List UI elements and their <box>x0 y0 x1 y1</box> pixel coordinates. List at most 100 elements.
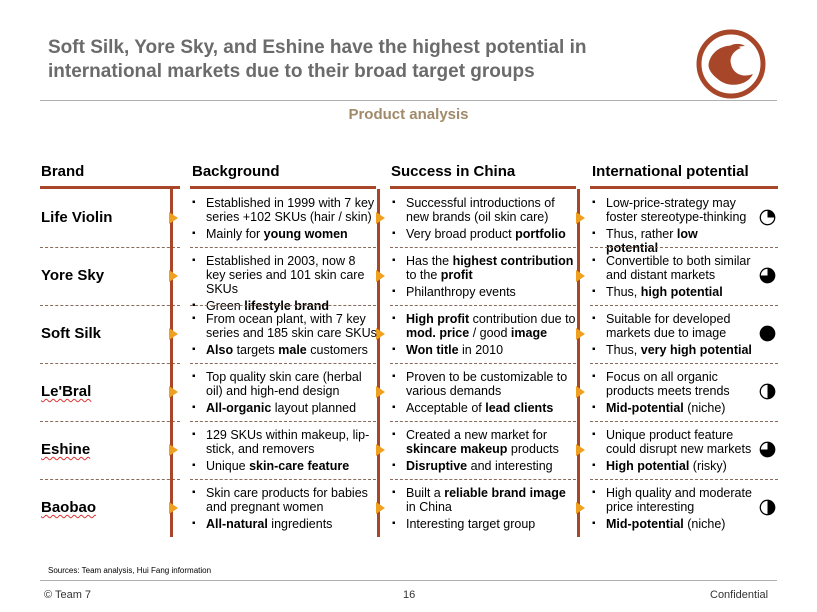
arrow-after-china <box>576 270 585 282</box>
intl-cell: Low-price-strategy may foster stereotype… <box>592 196 752 255</box>
china-cell: Proven to be customizable to various dem… <box>392 370 577 415</box>
bullet-item: Thus, high potential <box>592 285 752 299</box>
bullet-text: Unique <box>206 459 250 473</box>
bold-text: lifestyle brand <box>244 299 329 313</box>
brand-name: Life Violin <box>41 209 113 226</box>
bold-text: male <box>278 343 307 357</box>
bullet-text: Very broad product <box>406 227 516 241</box>
background-cell: Established in 1999 with 7 key series +1… <box>192 196 377 241</box>
bold-text: portfolio <box>515 227 566 241</box>
arrow-after-background <box>376 270 385 282</box>
slide-title: Soft Silk, Yore Sky, and Eshine have the… <box>48 37 587 82</box>
footer-copyright: © Team 7 <box>44 589 92 601</box>
bullet-item: Skin care products for babies and pregna… <box>192 486 377 514</box>
arrow-after-background <box>376 386 385 398</box>
arrow-after-china <box>576 212 585 224</box>
bold-text: reliable brand image <box>444 486 566 500</box>
bold-text: High profit <box>406 312 470 326</box>
bullet-item: Won title in 2010 <box>392 343 577 357</box>
header-rule-brand <box>40 186 180 189</box>
bullet-item: Proven to be customizable to various dem… <box>392 370 577 398</box>
row-separator <box>390 247 576 248</box>
bold-text: All-organic <box>206 401 272 415</box>
row-separator <box>190 305 376 306</box>
bold-text: skincare makeup <box>406 442 508 456</box>
bullet-text: Interesting target group <box>406 517 536 531</box>
bullet-text: Focus on all organic products meets tren… <box>606 370 730 398</box>
arrow-after-brand <box>169 502 178 514</box>
bullet-item: Thus, very high potential <box>592 343 752 357</box>
bullet-item: From ocean plant, with 7 key series and … <box>192 312 377 340</box>
row-separator <box>190 479 376 480</box>
row-separator <box>390 363 576 364</box>
brand-name: Yore Sky <box>41 267 105 284</box>
row-separator <box>590 479 778 480</box>
arrow-after-brand <box>169 270 178 282</box>
bold-text: Won title <box>406 343 459 357</box>
row-separator <box>590 421 778 422</box>
bullet-item: Also targets male customers <box>192 343 377 357</box>
background-cell: From ocean plant, with 7 key series and … <box>192 312 377 357</box>
bullet-text: products <box>507 442 559 456</box>
row-separator <box>390 305 576 306</box>
bullet-text: (risky) <box>689 459 727 473</box>
column-header-china: Success in China <box>391 163 516 180</box>
footer-confidential: Confidential <box>710 589 769 601</box>
bullet-item: 129 SKUs within makeup, lip-stick, and r… <box>192 428 377 456</box>
intl-cell: Focus on all organic products meets tren… <box>592 370 752 415</box>
china-cell: Created a new market for skincare makeup… <box>392 428 577 473</box>
arrow-after-background <box>376 502 385 514</box>
bullet-item: Thus, rather low potential <box>592 227 752 255</box>
row-separator <box>190 421 376 422</box>
bullet-text: customers <box>306 343 368 357</box>
brand-name: Baobao <box>41 499 97 516</box>
arrow-after-background <box>376 444 385 456</box>
background-cell: Top quality skin care (herbal oil) and h… <box>192 370 377 415</box>
bullet-item: Established in 1999 with 7 key series +1… <box>192 196 377 224</box>
bullet-text: layout planned <box>271 401 357 415</box>
bullet-text: / good <box>469 326 511 340</box>
row-separator <box>390 479 576 480</box>
sources-note: Sources: Team analysis, Hui Fang informa… <box>48 566 212 575</box>
intl-cell: High quality and moderate price interest… <box>592 486 752 531</box>
arrow-after-china <box>576 502 585 514</box>
bullet-item: Convertible to both similar and distant … <box>592 254 752 282</box>
china-cell: High profit contribution due to mod. pri… <box>392 312 577 357</box>
bold-text: young women <box>263 227 348 241</box>
page-number: 16 <box>403 589 416 601</box>
row-separator <box>590 363 778 364</box>
bullet-text: and interesting <box>467 459 553 473</box>
bullet-text: Mainly for <box>206 227 264 241</box>
bullet-item: Successful introductions of new brands (… <box>392 196 577 224</box>
bullet-item: High quality and moderate price interest… <box>592 486 752 514</box>
china-cell: Successful introductions of new brands (… <box>392 196 577 241</box>
column-header-intl: International potential <box>592 163 749 180</box>
bold-text: Mid-potential <box>606 401 684 415</box>
harvey-ball-icon <box>759 325 776 342</box>
bold-text: Disruptive <box>406 459 468 473</box>
bullet-item: Unique skin-care feature <box>192 459 377 473</box>
company-logo <box>696 29 766 99</box>
section-subtitle: Product analysis <box>348 106 469 123</box>
column-header-background: Background <box>192 163 280 180</box>
row-separator <box>590 305 778 306</box>
bullet-text: Established in 2003, now 8 key series an… <box>206 254 365 296</box>
arrow-after-brand <box>169 212 178 224</box>
harvey-ball-icon <box>759 499 776 516</box>
header-rule-intl <box>590 186 778 189</box>
arrow-after-brand <box>169 328 178 340</box>
bold-text: mod. price <box>406 326 470 340</box>
bullet-item: Green lifestyle brand <box>192 299 377 313</box>
bullet-text: to the <box>406 268 441 282</box>
bullet-item: All-organic layout planned <box>192 401 377 415</box>
bullet-text: Has the <box>406 254 453 268</box>
bullet-item: Built a reliable brand image in China <box>392 486 577 514</box>
arrow-after-background <box>376 212 385 224</box>
row-separator <box>40 479 180 480</box>
bullet-item: Acceptable of lead clients <box>392 401 577 415</box>
background-cell: 129 SKUs within makeup, lip-stick, and r… <box>192 428 377 473</box>
column-header-brand: Brand <box>41 163 85 180</box>
bullet-item: Focus on all organic products meets tren… <box>592 370 752 398</box>
bullet-text: Low-price-strategy may foster stereotype… <box>606 196 747 224</box>
bullet-item: Interesting target group <box>392 517 577 531</box>
